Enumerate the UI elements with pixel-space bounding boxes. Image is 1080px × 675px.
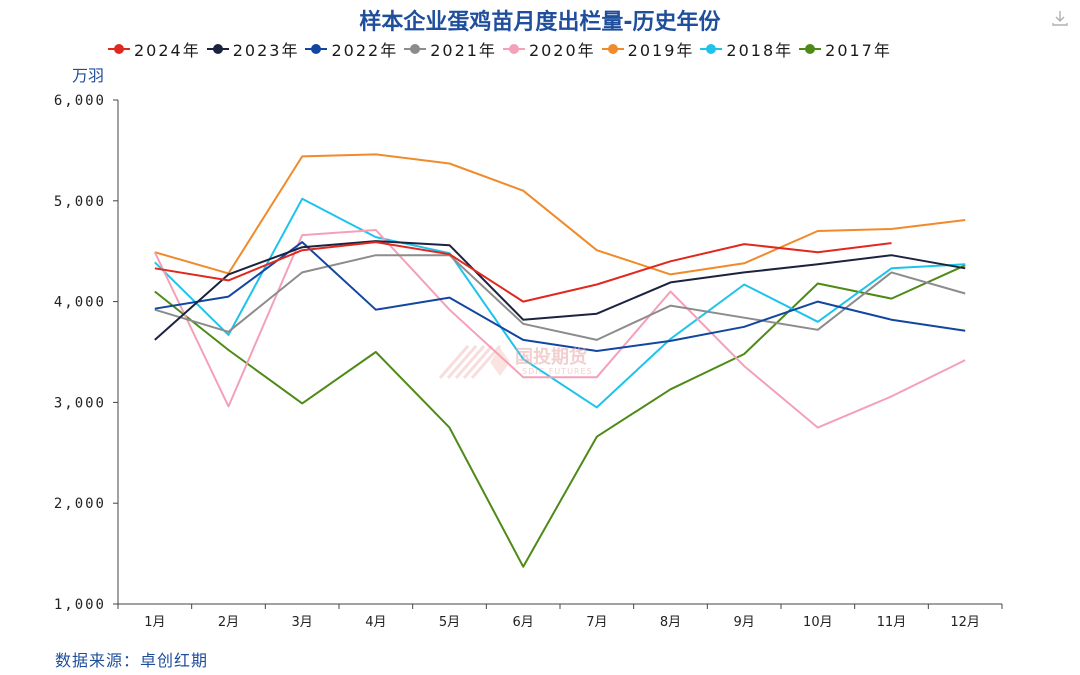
chart-legend: 2024年 2023年 2022年 2021年 2020年 2019年 2018年 2017年 <box>108 37 892 61</box>
legend-item[interactable]: 2020年 <box>502 37 596 61</box>
legend-item[interactable]: 2017年 <box>799 37 892 61</box>
x-tick-label: 4月 <box>365 615 386 630</box>
legend-label: 2023年 <box>232 41 300 60</box>
x-tick-label: 10月 <box>803 615 833 630</box>
legend-swatch-icon <box>502 44 525 54</box>
legend-label: 2018年 <box>726 41 794 60</box>
legend-swatch-icon <box>404 44 427 54</box>
x-tick-label: 9月 <box>734 615 755 630</box>
logo-stripes-icon <box>438 345 510 379</box>
legend-item[interactable]: 2018年 <box>700 37 793 61</box>
legend-swatch-icon <box>305 44 328 54</box>
data-source: 数据来源：卓创红期 <box>55 651 209 670</box>
x-tick-label: 11月 <box>877 615 907 630</box>
chart-title: 样本企业蛋鸡苗月度出栏量-历史年份 <box>359 10 721 35</box>
series-line-2019年 <box>154 153 966 276</box>
legend-swatch-icon <box>700 44 723 54</box>
legend-item[interactable]: 2023年 <box>206 37 300 61</box>
x-tick-label: 7月 <box>586 615 607 630</box>
y-axis-unit: 万羽 <box>72 66 105 85</box>
legend-item[interactable]: 2019年 <box>601 37 695 61</box>
legend-label: 2022年 <box>331 41 399 60</box>
legend-item[interactable]: 2021年 <box>404 37 497 61</box>
series-line-2020年 <box>153 229 966 429</box>
series-line-2024年 <box>154 241 892 303</box>
legend-label: 2017年 <box>825 41 892 60</box>
legend-label: 2021年 <box>430 41 497 60</box>
x-tick-label: 1月 <box>144 615 165 630</box>
series-line-2023年 <box>154 240 966 341</box>
watermark-text: 国投期货 <box>515 347 587 368</box>
y-tick-label: 3,000 <box>54 395 106 411</box>
x-tick-label: 3月 <box>292 615 313 630</box>
series-line-2017年 <box>154 264 966 568</box>
y-tick-label: 4,000 <box>54 295 106 311</box>
y-tick-label: 2,000 <box>54 496 106 512</box>
watermark-subtext: SDIC FUTURES <box>522 367 593 376</box>
x-tick-label: 5月 <box>439 615 460 630</box>
legend-label: 2024年 <box>134 41 201 60</box>
legend-swatch-icon <box>799 44 822 54</box>
x-tick-label: 8月 <box>660 615 681 630</box>
x-tick-label: 2月 <box>218 615 239 630</box>
series-line-2021年 <box>154 254 966 341</box>
series-line-2018年 <box>154 197 966 409</box>
legend-label: 2020年 <box>528 41 596 60</box>
legend-swatch-icon <box>108 44 130 54</box>
y-tick-label: 5,000 <box>54 194 106 210</box>
download-icon[interactable] <box>1050 8 1070 28</box>
legend-swatch-icon <box>601 44 624 54</box>
legend-swatch-icon <box>206 44 229 54</box>
legend-item[interactable]: 2022年 <box>305 37 398 61</box>
x-tick-label: 6月 <box>513 615 534 630</box>
y-tick-label: 6,000 <box>54 93 106 109</box>
y-tick-label: 1,000 <box>54 597 106 613</box>
legend-item[interactable]: 2024年 <box>108 37 201 61</box>
x-tick-label: 12月 <box>950 615 980 630</box>
legend-label: 2019年 <box>627 41 695 60</box>
